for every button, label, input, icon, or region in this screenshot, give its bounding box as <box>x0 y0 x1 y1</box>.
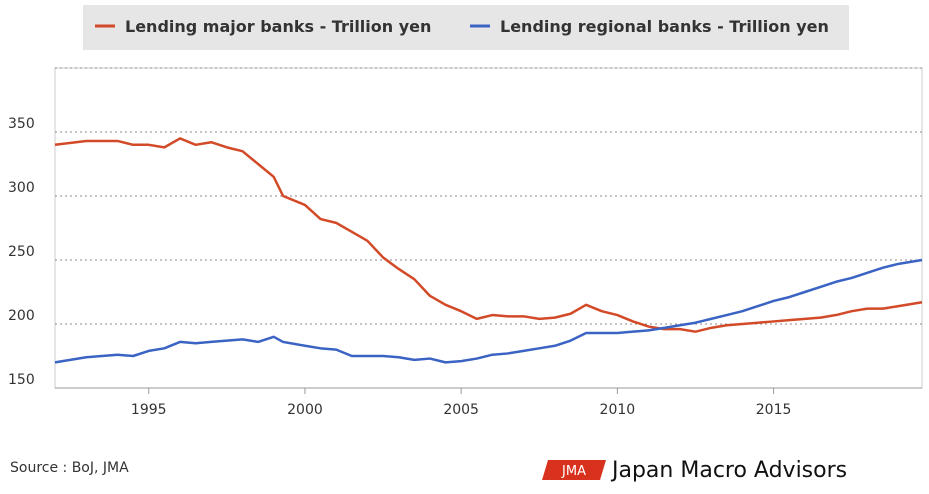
y-tick-label: 350 <box>8 116 35 132</box>
x-tick-label: 2015 <box>756 402 792 418</box>
legend-label: Lending major banks - Trillion yen <box>125 17 431 36</box>
x-tick-label: 2000 <box>287 402 323 418</box>
x-tick-label: 2005 <box>443 402 479 418</box>
series-line <box>54 258 923 364</box>
y-tick-label: 200 <box>8 308 35 324</box>
logo-mark: JMA <box>561 464 586 479</box>
y-tick-label: 150 <box>8 372 35 388</box>
legend-box <box>83 5 849 50</box>
x-tick-label: 1995 <box>131 402 167 418</box>
series-line <box>54 137 923 333</box>
plot-frame <box>54 67 923 389</box>
source: Source : BoJ, JMA <box>10 460 129 476</box>
logo-text: Japan Macro Advisors <box>610 458 847 483</box>
y-tick-label: 300 <box>8 180 35 196</box>
logo-badge <box>542 460 606 480</box>
x-tick-label: 2010 <box>600 402 636 418</box>
y-tick-label: 250 <box>8 244 35 260</box>
legend-label: Lending regional banks - Trillion yen <box>500 17 829 36</box>
